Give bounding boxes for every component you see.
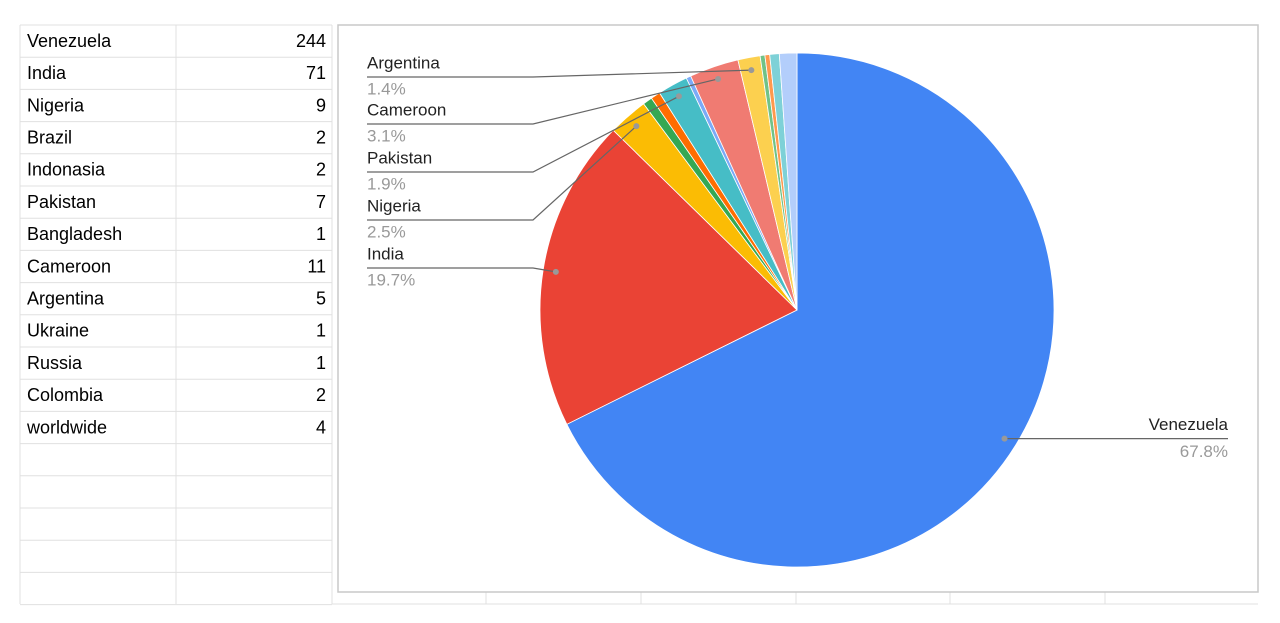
leader-line [367, 69, 752, 78]
cell-name: Venezuela [27, 31, 112, 51]
slice-label: Argentina [367, 53, 440, 72]
leader-dot [552, 268, 559, 275]
slice-percent: 67.8% [1180, 442, 1228, 461]
cell-value: 2 [316, 160, 326, 180]
slice-percent: 3.1% [367, 126, 406, 145]
leader-dot [633, 123, 640, 130]
cell-name: India [27, 63, 67, 83]
leader-dot [748, 67, 755, 74]
cell-name: Argentina [27, 288, 105, 308]
cell-value: 7 [316, 192, 326, 212]
cell-value: 2 [316, 127, 326, 147]
pie-slice [778, 52, 798, 311]
slice-label: Venezuela [1149, 415, 1229, 434]
slice-label: Pakistan [367, 148, 432, 167]
cell-name: Ukraine [27, 321, 89, 341]
cell-name: Indonasia [27, 160, 106, 180]
cell-value: 11 [307, 256, 326, 276]
cell-name: Bangladesh [27, 224, 122, 244]
slice-percent: 19.7% [367, 270, 415, 289]
cell-value: 9 [316, 95, 326, 115]
cell-name: Colombia [27, 385, 104, 405]
leader-line [367, 95, 680, 173]
cell-name: Russia [27, 353, 83, 373]
slice-percent: 1.4% [367, 79, 406, 98]
cell-name: worldwide [26, 417, 107, 437]
pie: Venezuela 67.8% India 19.7% Nigeria 2.5% Pakis… [367, 52, 1229, 568]
leader-line [367, 78, 719, 125]
leader-line [367, 125, 637, 221]
cell-name: Brazil [27, 127, 72, 147]
cell-name: Nigeria [27, 95, 85, 115]
cell-name: Pakistan [27, 192, 96, 212]
cell-value: 4 [316, 417, 326, 437]
cell-value: 1 [316, 321, 326, 341]
slice-label: Cameroon [367, 100, 446, 119]
leader-dot [715, 75, 722, 82]
cell-value: 1 [316, 224, 326, 244]
slice-label: India [367, 244, 404, 263]
slice-label: Nigeria [367, 196, 421, 215]
cell-name: Cameroon [27, 256, 111, 276]
pie-slice [566, 52, 1055, 568]
slice-percent: 2.5% [367, 222, 406, 241]
cell-value: 5 [316, 288, 326, 308]
leader-line [367, 267, 556, 273]
leader-dot [675, 93, 682, 100]
leader-dot [1001, 435, 1008, 442]
cell-value: 1 [316, 353, 326, 373]
cell-value: 2 [316, 385, 326, 405]
cell-value: 244 [296, 31, 326, 51]
slice-percent: 1.9% [367, 174, 406, 193]
cell-value: 71 [306, 63, 326, 83]
